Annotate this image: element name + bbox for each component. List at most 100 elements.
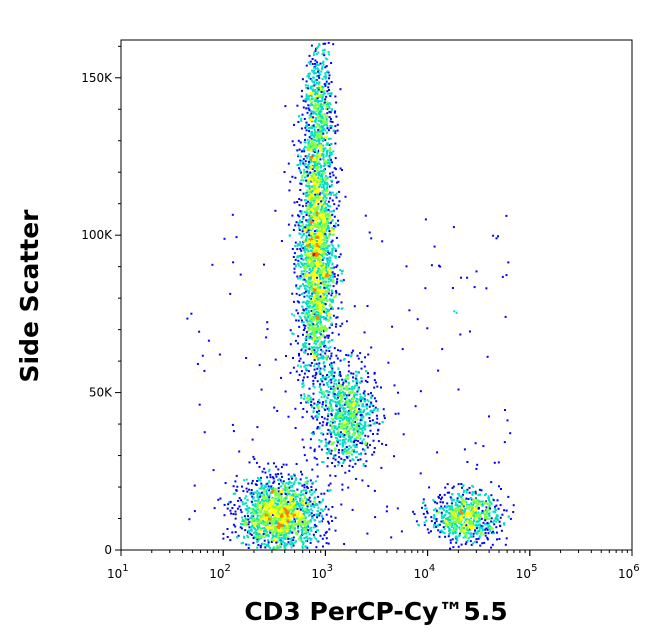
data-point <box>319 229 322 232</box>
data-point <box>330 452 333 455</box>
data-point <box>313 51 316 54</box>
data-point <box>313 161 316 164</box>
data-point <box>302 533 305 536</box>
data-point <box>320 93 323 96</box>
data-point <box>336 129 339 132</box>
data-point <box>330 191 333 194</box>
data-point <box>301 473 304 476</box>
data-point <box>348 469 351 472</box>
data-point <box>328 144 331 146</box>
data-point <box>296 533 299 536</box>
data-point <box>288 509 291 512</box>
data-point <box>341 378 344 381</box>
data-point <box>316 252 319 254</box>
data-point <box>293 201 296 204</box>
data-point <box>306 524 309 527</box>
data-point <box>298 277 301 280</box>
data-point <box>329 127 332 129</box>
data-point <box>306 205 309 208</box>
data-point <box>328 274 331 276</box>
data-point <box>323 199 326 202</box>
data-point <box>308 54 311 57</box>
data-point <box>272 481 275 484</box>
data-point <box>311 247 314 250</box>
data-point <box>319 179 322 182</box>
data-point <box>334 130 337 133</box>
data-point <box>318 422 321 425</box>
data-point <box>303 275 305 278</box>
data-point <box>304 324 307 327</box>
data-point <box>298 227 301 230</box>
data-point <box>314 97 317 99</box>
data-point <box>316 187 319 190</box>
data-point <box>304 367 307 370</box>
data-point <box>330 323 333 326</box>
data-point <box>310 316 313 318</box>
data-point <box>304 317 307 320</box>
data-point <box>321 283 324 285</box>
data-point <box>320 355 323 358</box>
data-point <box>341 449 344 452</box>
data-point <box>324 318 327 321</box>
data-point <box>322 147 325 150</box>
data-point <box>319 371 322 374</box>
data-point <box>278 493 281 496</box>
data-point <box>286 493 289 495</box>
data-point <box>316 327 319 330</box>
data-point <box>318 391 321 394</box>
data-point <box>306 240 309 243</box>
data-point <box>278 477 281 480</box>
data-point <box>348 432 351 435</box>
data-point <box>317 405 320 408</box>
data-point <box>301 347 304 350</box>
data-point <box>335 101 338 104</box>
data-point <box>280 501 282 504</box>
data-point <box>303 397 305 400</box>
data-point <box>315 218 318 221</box>
data-point <box>310 237 313 240</box>
data-point <box>311 133 314 136</box>
data-point <box>326 204 329 207</box>
data-point <box>308 491 311 494</box>
data-point <box>306 400 309 403</box>
data-point <box>311 240 314 243</box>
data-point <box>316 269 319 272</box>
data-point <box>330 274 332 277</box>
data-point <box>312 142 315 145</box>
data-point <box>310 353 312 355</box>
data-point <box>289 371 292 374</box>
data-point <box>312 146 315 149</box>
data-point <box>320 203 323 206</box>
data-point <box>307 257 310 260</box>
data-point <box>333 111 336 114</box>
data-point <box>292 544 295 547</box>
data-point <box>242 541 244 544</box>
data-point <box>291 313 294 316</box>
data-point <box>327 222 330 224</box>
data-point <box>319 263 322 266</box>
data-point <box>302 222 305 225</box>
data-point <box>296 488 299 491</box>
data-point <box>313 240 316 243</box>
data-point <box>304 509 307 512</box>
data-point <box>336 280 339 283</box>
data-point <box>331 367 334 370</box>
data-point <box>226 507 229 510</box>
data-point <box>248 521 251 524</box>
data-point <box>324 292 327 294</box>
data-point <box>326 442 329 445</box>
data-point <box>324 267 327 269</box>
data-point <box>307 521 310 524</box>
data-point <box>315 140 318 143</box>
data-point <box>308 297 311 300</box>
data-point <box>313 208 316 211</box>
data-point <box>292 542 294 545</box>
data-point <box>329 205 332 208</box>
data-point <box>250 482 253 485</box>
data-point <box>309 171 312 174</box>
data-point <box>259 546 262 549</box>
data-point <box>292 539 295 542</box>
data-point <box>320 103 322 106</box>
data-point <box>283 546 286 549</box>
data-point <box>282 533 285 536</box>
